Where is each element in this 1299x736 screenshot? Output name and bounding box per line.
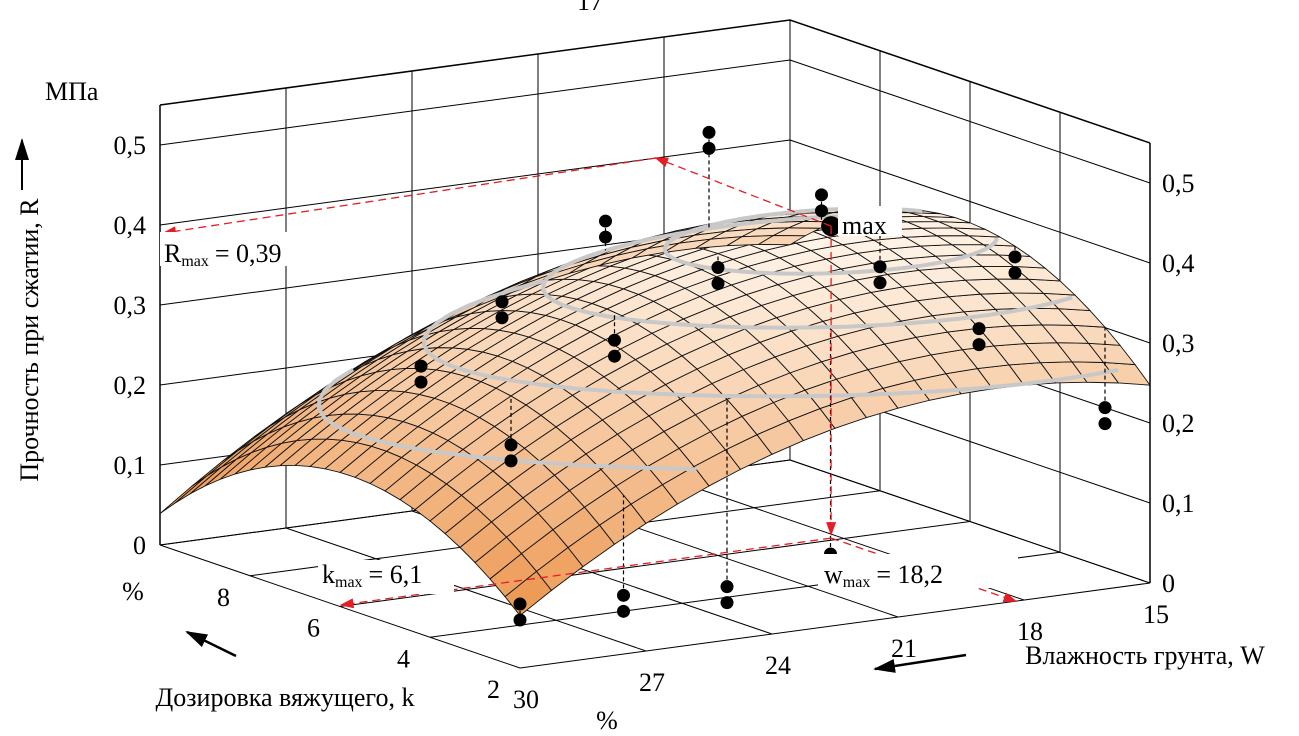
y-axis-label: Дозировка вяжущего, k bbox=[156, 683, 415, 712]
z-tick-label-left: 0,4 bbox=[114, 211, 147, 240]
r-max-annotation: Rmax = 0,39 bbox=[160, 232, 320, 270]
response-surface bbox=[159, 208, 1151, 617]
data-point bbox=[599, 230, 612, 244]
x-axis-label: Влажность грунта, W bbox=[1025, 641, 1265, 670]
max-marker-label: max bbox=[838, 206, 902, 240]
y-axis-unit: % bbox=[122, 577, 144, 606]
data-point bbox=[617, 604, 630, 618]
svg-text:Rmax= 0,39: Rmax = 0,39 bbox=[164, 239, 282, 270]
r-guide-line bbox=[162, 157, 657, 237]
data-point bbox=[1098, 401, 1112, 415]
y-tick-label: 6 bbox=[307, 614, 320, 643]
y-tick-label: 8 bbox=[217, 583, 230, 612]
data-point bbox=[711, 261, 725, 274]
surface-patch bbox=[756, 235, 807, 246]
wall-frame bbox=[159, 19, 1151, 144]
x-tick-label: 18 bbox=[1017, 617, 1043, 646]
data-point bbox=[720, 596, 734, 610]
data-point bbox=[972, 322, 986, 336]
surface-patch bbox=[159, 475, 207, 514]
data-point bbox=[1008, 266, 1022, 280]
k-guide-line bbox=[339, 537, 832, 609]
w-max-annotation: wmax = 18,2 bbox=[818, 554, 1018, 591]
observed-points bbox=[414, 125, 1112, 627]
data-point bbox=[504, 454, 518, 468]
contour-line bbox=[541, 213, 1073, 330]
svg-text:kmax= 6,1: kmax = 6,1 bbox=[322, 560, 422, 591]
data-point bbox=[513, 597, 527, 611]
x-axis-unit: % bbox=[596, 706, 618, 731]
data-point bbox=[504, 438, 518, 452]
r-guide-line bbox=[654, 157, 832, 227]
data-point bbox=[495, 295, 509, 309]
contour-line bbox=[422, 278, 1119, 399]
z-tick-label-right: 0,1 bbox=[1162, 489, 1195, 518]
data-point bbox=[414, 375, 428, 389]
data-point bbox=[608, 333, 621, 347]
surface-patch bbox=[189, 458, 237, 495]
data-point bbox=[599, 214, 612, 228]
data-point bbox=[495, 311, 509, 325]
data-point bbox=[702, 141, 716, 155]
svg-text:max: max bbox=[842, 211, 887, 240]
data-point bbox=[608, 349, 621, 363]
floor-gridline bbox=[519, 582, 1151, 669]
wall-gridline bbox=[159, 139, 791, 226]
data-point bbox=[1098, 417, 1112, 431]
svg-text:wmax= 18,2: wmax = 18,2 bbox=[824, 560, 943, 591]
z-tick-label-left: 0 bbox=[133, 531, 146, 560]
y-tick-label: 4 bbox=[397, 644, 410, 673]
z-tick-label-right: 0,2 bbox=[1162, 409, 1195, 438]
data-point bbox=[873, 276, 887, 290]
z-tick-label-right: 0,4 bbox=[1162, 249, 1195, 278]
data-point bbox=[414, 359, 428, 373]
z-tick-label-left: 0,1 bbox=[114, 451, 147, 480]
y-axis-arrow bbox=[185, 630, 237, 658]
z-tick-label-right: 0 bbox=[1162, 569, 1175, 598]
z-axis-unit: МПа bbox=[45, 77, 99, 106]
x-tick-label: 24 bbox=[765, 651, 791, 680]
data-point bbox=[972, 338, 986, 352]
data-point bbox=[617, 588, 630, 602]
data-point bbox=[720, 580, 734, 594]
x-tick-label: 21 bbox=[891, 634, 917, 663]
z-axis-label: Прочность при сжатии, R bbox=[15, 198, 44, 482]
data-point bbox=[711, 277, 725, 290]
x-tick-label: 30 bbox=[513, 685, 539, 714]
x-axis-arrow bbox=[873, 653, 967, 673]
wall-gridline bbox=[159, 59, 791, 146]
k-max-annotation: kmax = 6,1 bbox=[318, 560, 454, 594]
x-tick-label: 27 bbox=[639, 668, 665, 697]
data-point bbox=[873, 260, 887, 274]
data-point bbox=[815, 204, 828, 218]
z-tick-label-right: 0,3 bbox=[1162, 329, 1195, 358]
x-tick-label: 15 bbox=[1143, 600, 1169, 629]
z-tick-label-left: 0,2 bbox=[114, 371, 147, 400]
z-tick-label-left: 0,5 bbox=[114, 131, 147, 160]
data-point bbox=[815, 188, 828, 202]
z-tick-label-left: 0,3 bbox=[114, 291, 147, 320]
axis-tick-labels: 00,10,20,30,40,500,10,20,30,40,515182124… bbox=[114, 131, 1195, 714]
data-point bbox=[513, 613, 527, 627]
data-point bbox=[702, 125, 716, 139]
y-tick-label: 2 bbox=[487, 675, 500, 704]
page-number: 17 bbox=[577, 0, 603, 16]
data-point bbox=[1008, 250, 1022, 264]
z-tick-label-right: 0,5 bbox=[1162, 169, 1195, 198]
